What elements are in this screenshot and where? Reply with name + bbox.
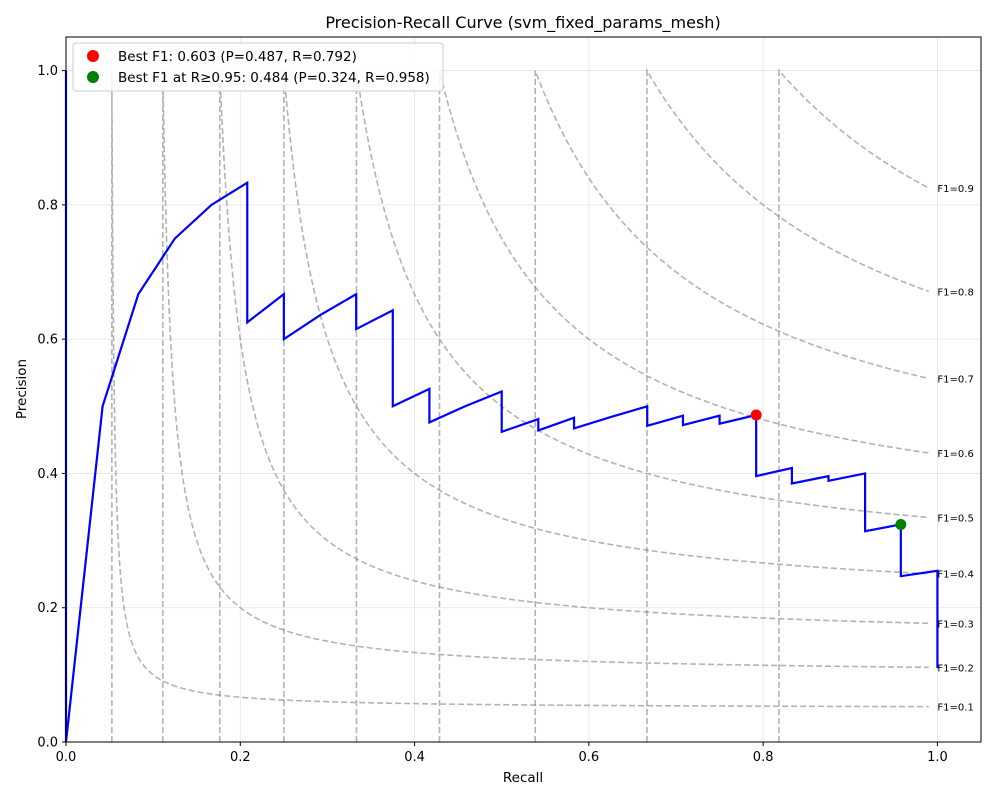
grid [65, 37, 981, 743]
pr-series [64, 70, 939, 743]
iso-f1-label: F1=0.7 [937, 374, 973, 385]
y-tick-label: 0.0 [37, 736, 58, 751]
iso-f1-label: F1=0.3 [937, 619, 973, 630]
x-tick-label: 0.0 [56, 750, 77, 765]
legend-marker-best-high-recall [87, 71, 99, 83]
iso-f1-curves: F1=0.1 F1=0.2 F1=0.3 F1=0.4 F1=0.5 F1=0.6 F1=0… [111, 67, 974, 743]
x-axis-ticks: 0.0 0.2 0.4 0.6 0.8 1.0 [56, 742, 948, 765]
best-f1-high-recall-point [895, 518, 907, 530]
iso-f1-curve [438, 70, 929, 743]
x-tick-label: 0.8 [753, 750, 774, 765]
y-tick-label: 0.8 [37, 198, 58, 213]
y-axis-label: Precision [14, 359, 30, 419]
y-tick-label: 0.4 [37, 467, 58, 482]
iso-f1-curve [111, 70, 929, 743]
iso-f1-label: F1=0.8 [937, 287, 973, 298]
iso-f1-curve [778, 67, 930, 743]
y-axis-ticks: 0.0 0.2 0.4 0.6 0.8 1.0 [37, 64, 66, 751]
iso-f1-curve [534, 70, 929, 743]
y-tick-label: 0.6 [37, 333, 58, 348]
x-tick-label: 0.4 [404, 750, 425, 765]
iso-f1-label: F1=0.5 [937, 513, 973, 524]
legend-entry-best: Best F1: 0.603 (P=0.487, R=0.792) [118, 49, 357, 65]
iso-f1-curve [218, 70, 929, 743]
chart-title: Precision-Recall Curve (svm_fixed_params… [325, 13, 720, 33]
legend-marker-best [87, 50, 99, 62]
iso-f1-curve [646, 67, 929, 743]
y-tick-label: 1.0 [37, 64, 58, 79]
legend: Best F1: 0.603 (P=0.487, R=0.792) Best F… [72, 42, 444, 92]
y-tick-label: 0.2 [37, 601, 58, 616]
plot-frame [65, 36, 982, 743]
legend-entry-best-high-recall: Best F1 at R≥0.95: 0.484 (P=0.324, R=0.9… [118, 70, 430, 86]
best-points [750, 409, 907, 530]
iso-f1-label: F1=0.2 [937, 663, 973, 674]
iso-f1-label: F1=0.4 [937, 570, 973, 581]
best-f1-point [750, 409, 762, 421]
x-tick-label: 0.2 [230, 750, 251, 765]
iso-f1-label: F1=0.1 [937, 703, 973, 714]
x-axis-label: Recall [503, 770, 543, 786]
pr-curve-line [64, 70, 939, 743]
iso-f1-curve [283, 70, 929, 743]
iso-f1-curve [162, 70, 929, 743]
iso-f1-label: F1=0.6 [937, 449, 973, 460]
x-tick-label: 1.0 [927, 750, 948, 765]
legend-box [72, 42, 444, 92]
iso-f1-curve [355, 70, 929, 743]
x-tick-label: 0.6 [579, 750, 600, 765]
iso-f1-label: F1=0.9 [937, 184, 973, 195]
